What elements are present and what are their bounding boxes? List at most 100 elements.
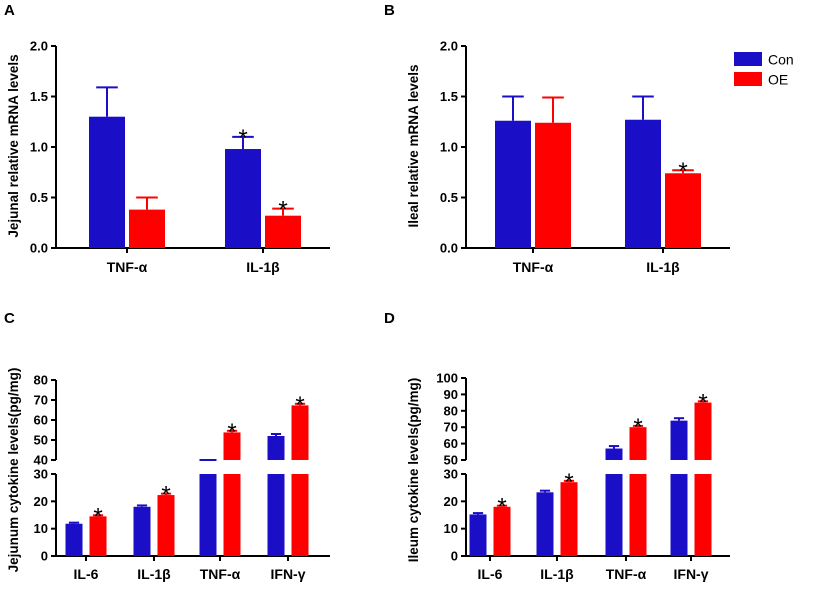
bar-rect <box>89 116 125 248</box>
y-tick-label: 100 <box>436 371 458 386</box>
y-tick-label: 10 <box>444 521 458 536</box>
bar-rect-upper <box>291 405 309 460</box>
x-category-label: IL-6 <box>478 566 503 582</box>
bar-oe: * <box>665 158 701 248</box>
y-axis-label: Jejunum cytokine levels(pg/mg) <box>6 368 21 573</box>
y-tick-label: 70 <box>444 420 458 435</box>
panel-c: C Jejunum cytokine levels(pg/mg) 0 10 20 3040… <box>4 310 330 582</box>
bar-con <box>89 86 125 248</box>
bar-rect-lower <box>629 474 647 556</box>
bar-rect-lower <box>267 474 285 556</box>
y-tick-label: 70 <box>34 393 48 408</box>
bar-rect-lower <box>199 474 217 556</box>
bar-oe: * <box>223 419 241 556</box>
significance-star: * <box>678 158 687 185</box>
x-category-label: IFN-γ <box>271 566 306 582</box>
bar-rect-upper <box>605 448 623 460</box>
panel-letter: A <box>4 2 15 19</box>
bar-rect-lower <box>670 474 688 556</box>
panel-a: A Jejunal relative mRNA levels 0.0 0.5 1.0 1.… <box>4 2 330 275</box>
significance-star: * <box>564 469 573 496</box>
y-tick-label: 60 <box>444 436 458 451</box>
y-tick-label: 80 <box>444 403 458 418</box>
legend-item-con: Con <box>734 52 794 68</box>
bar-rect <box>493 506 511 556</box>
legend-label: Con <box>768 52 794 68</box>
y-tick-label: 1.5 <box>440 89 458 104</box>
bar-rect-lower <box>694 474 712 556</box>
bar-con <box>605 445 623 556</box>
significance-star: * <box>497 494 506 521</box>
bar-rect <box>225 149 261 248</box>
bar-oe: * <box>157 482 175 556</box>
x-category-label: IL-1β <box>646 259 680 275</box>
significance-star: * <box>161 482 170 509</box>
bar-oe: * <box>493 494 511 556</box>
bar-rect <box>89 516 107 556</box>
y-tick-label: 90 <box>444 387 458 402</box>
bar-rect-lower <box>291 474 309 556</box>
bar-con <box>267 433 285 556</box>
panel-letter: B <box>384 2 395 19</box>
y-axis-label: Ileum cytokine levels(pg/mg) <box>406 378 421 563</box>
y-tick-label: 0.5 <box>30 190 48 205</box>
bar-oe <box>129 196 165 248</box>
y-tick-label: 20 <box>444 494 458 509</box>
y-tick-label: 20 <box>34 494 48 509</box>
bar-con <box>469 512 487 556</box>
x-category-label: TNF-α <box>200 566 241 582</box>
bar-oe: * <box>694 389 712 556</box>
x-category-label: IL-1β <box>137 566 171 582</box>
y-tick-label: 2.0 <box>30 39 48 54</box>
bar-rect-upper <box>223 432 241 460</box>
y-tick-label: 0 <box>41 549 48 564</box>
y-tick-label: 30 <box>34 467 48 482</box>
bar-con: * <box>225 125 261 248</box>
bar-con <box>670 417 688 556</box>
bar-oe: * <box>629 414 647 556</box>
bar-con <box>65 521 83 556</box>
y-tick-label: 2.0 <box>440 39 458 54</box>
bar-oe: * <box>89 503 107 556</box>
bar-rect <box>625 119 661 248</box>
y-tick-label: 60 <box>34 413 48 428</box>
bar-rect <box>536 492 554 556</box>
significance-star: * <box>238 125 247 152</box>
significance-star: * <box>227 419 236 446</box>
significance-star: * <box>698 389 707 416</box>
bar-oe: * <box>560 469 578 556</box>
bar-oe: * <box>265 197 301 248</box>
significance-star: * <box>633 414 642 441</box>
x-category-label: IL-1β <box>540 566 574 582</box>
bar-rect-upper <box>670 420 688 460</box>
bar-con <box>133 504 151 556</box>
bar-rect <box>560 482 578 556</box>
y-tick-label: 0 <box>451 549 458 564</box>
y-tick-label: 80 <box>34 373 48 388</box>
y-tick-label: 40 <box>34 453 48 468</box>
bar-rect <box>665 173 701 248</box>
bar-rect-upper <box>267 436 285 460</box>
x-category-label: TNF-α <box>513 259 554 275</box>
bar-con <box>199 459 217 556</box>
legend-label: OE <box>768 72 788 88</box>
x-category-label: IL-6 <box>74 566 99 582</box>
panel-b: B Ileal relative mRNA levels 0.0 0.5 1.0 1.5 2… <box>384 2 730 275</box>
y-tick-label: 0.0 <box>30 241 48 256</box>
bar-rect <box>65 523 83 556</box>
bar-rect <box>469 514 487 556</box>
panel-letter: C <box>4 310 15 327</box>
y-tick-label: 1.0 <box>30 140 48 155</box>
legend-swatch <box>734 52 762 66</box>
legend: Con OE <box>734 52 794 88</box>
panel-letter: D <box>384 310 395 327</box>
x-category-label: IFN-γ <box>674 566 709 582</box>
significance-star: * <box>295 392 304 419</box>
y-tick-label: 50 <box>444 453 458 468</box>
bar-rect-lower <box>223 474 241 556</box>
y-tick-label: 1.5 <box>30 89 48 104</box>
significance-star: * <box>278 197 287 224</box>
y-tick-label: 50 <box>34 433 48 448</box>
bar-rect-lower <box>605 474 623 556</box>
